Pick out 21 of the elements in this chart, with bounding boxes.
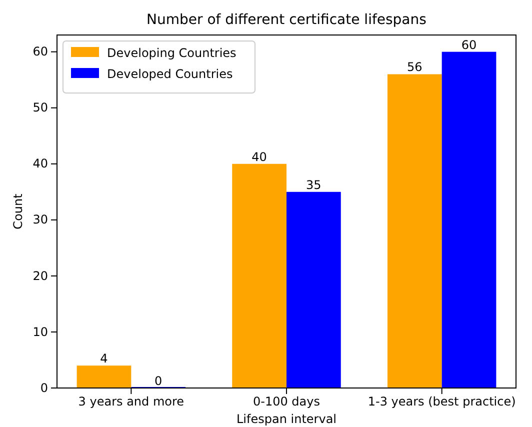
data-label: 0	[154, 374, 162, 388]
y-tick-label: 20	[32, 268, 48, 283]
x-tick-label: 1-3 years (best practice)	[368, 394, 516, 409]
data-label: 35	[306, 178, 322, 192]
data-label: 60	[461, 38, 477, 52]
chart-title: Number of different certificate lifespans	[146, 12, 426, 28]
x-tick-label: 3 years and more	[78, 394, 184, 409]
data-label: 56	[407, 60, 422, 74]
data-label: 4	[100, 352, 108, 366]
y-axis-title: Count	[11, 193, 25, 230]
x-tick-label: 0-100 days	[252, 394, 320, 409]
y-tick-label: 0	[40, 380, 48, 395]
y-tick-label: 40	[32, 156, 48, 171]
y-tick-label: 50	[32, 100, 48, 115]
y-tick-label: 30	[32, 212, 48, 227]
data-label: 40	[252, 150, 267, 164]
x-axis-title: Lifespan interval	[236, 412, 337, 426]
legend-label: Developed Countries	[107, 67, 233, 81]
y-tick-label: 60	[32, 44, 48, 59]
legend-label: Developing Countries	[107, 46, 236, 60]
y-tick-label: 10	[32, 324, 48, 339]
